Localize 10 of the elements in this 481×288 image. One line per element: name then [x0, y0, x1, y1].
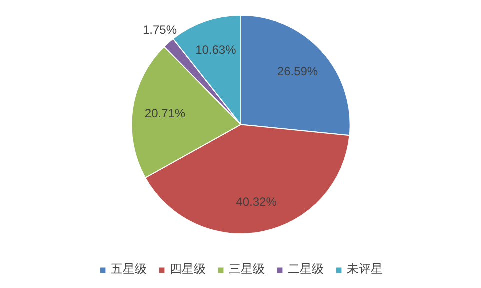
data-label: 1.75% — [142, 22, 178, 37]
legend-label: 未评星 — [347, 261, 383, 278]
data-label: 20.71% — [144, 106, 186, 121]
legend-label: 五星级 — [111, 261, 147, 278]
legend-label: 二星级 — [288, 261, 324, 278]
data-label: 40.32% — [236, 195, 278, 210]
legend-label: 四星级 — [170, 261, 206, 278]
data-label: 26.59% — [277, 64, 318, 79]
data-label: 10.63% — [196, 43, 237, 58]
legend-label: 三星级 — [229, 261, 265, 278]
